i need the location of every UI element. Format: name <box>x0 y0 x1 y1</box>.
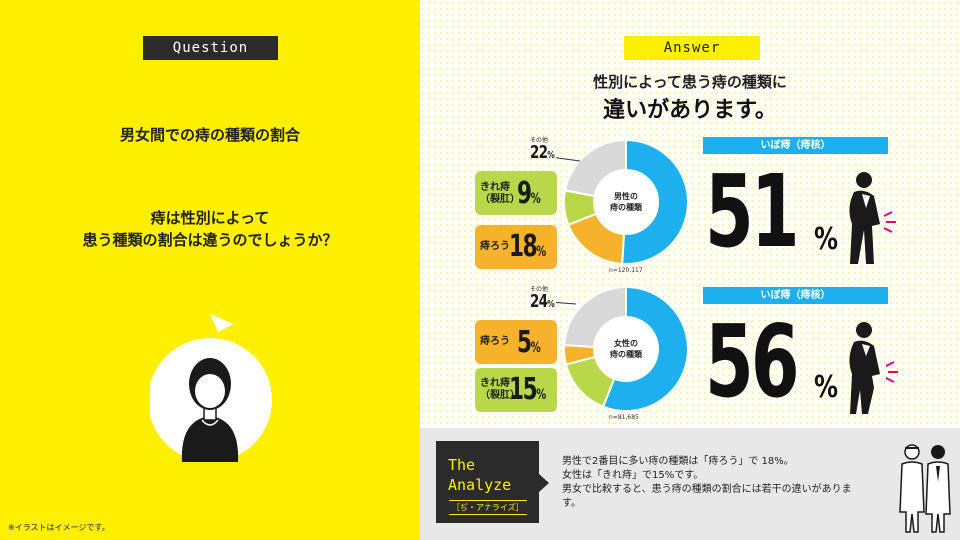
male-jirou-label: 痔ろう <box>480 241 510 252</box>
question-body: 痔は性別によって 患う種類の割合は違うのでしょうか？ <box>0 207 420 251</box>
male-kire-label-line: きれ痔 <box>480 182 510 193</box>
footnote: ※イラストはイメージです。 <box>8 523 110 532</box>
female-kire-box <box>475 368 557 412</box>
female-other-leader <box>556 301 577 305</box>
female-other-value: 24% <box>530 291 555 312</box>
male-kire-value: 9% <box>517 176 541 211</box>
analyze-title-line: The <box>448 456 476 474</box>
answer-line-1: 性別によって患う痔の種類に <box>593 73 787 91</box>
female-donut-chart <box>556 285 689 412</box>
analyze-line: 女性は「きれ痔」で15%です。 <box>562 470 704 481</box>
female-ibo-bar: いぼ痔（痔核） <box>703 287 888 304</box>
male-donut-slice-0 <box>621 138 689 265</box>
answer-line-2: 違いがあります。 <box>603 98 777 123</box>
male-other-label: その他 <box>530 137 549 144</box>
male-jirou-box <box>475 225 557 269</box>
man-pain-illustration <box>849 172 896 264</box>
male-ibo-value: 51 <box>705 153 800 270</box>
woman-illustration <box>150 314 272 462</box>
question-body-line: 患う種類の割合は違うのでしょうか？ <box>82 231 338 249</box>
male-ibo-percent: % <box>814 222 839 257</box>
question-tag: Question <box>143 36 278 60</box>
analyze-line: 男女で比較すると、患う痔の種類の割合には若干の違いがありま <box>562 484 852 495</box>
male-donut-chart <box>556 138 689 265</box>
male-kire-label: きれ痔 （裂肛） <box>480 182 520 206</box>
female-jirou-box <box>475 320 557 364</box>
male-kire-box <box>475 171 557 215</box>
question-title: 男女間での痔の種類の割合 <box>119 126 300 144</box>
analyze-title: The Analyze <box>448 455 511 495</box>
female-jirou-label: 痔ろう <box>480 336 510 347</box>
male-n: n=120,117 <box>609 267 643 274</box>
female-donut-slice-3 <box>563 285 627 349</box>
female-donut-center-line: 女性の <box>614 339 638 348</box>
analyze-line: す。 <box>562 498 581 509</box>
male-donut-hole <box>595 171 657 233</box>
female-kire-value: 15% <box>509 372 547 407</box>
woman-pain-illustration <box>849 322 898 414</box>
female-jirou-value: 5% <box>517 325 541 360</box>
female-donut-hole <box>595 318 657 380</box>
female-kire-label: きれ痔 （裂肛） <box>480 378 520 402</box>
male-other-leader <box>556 157 581 162</box>
analyze-text: 男性で2番目に多い痔の種類は「痔ろう」で 18%。 女性は「きれ痔」で15%です… <box>562 455 892 511</box>
analyze-subtitle: ［ぢ・アナライズ］ <box>449 500 527 515</box>
question-body-line: 痔は性別によって <box>150 209 270 227</box>
answer-tag: Answer <box>624 36 760 60</box>
female-other-label: その他 <box>530 286 549 293</box>
male-donut-center-line: 痔の種類 <box>610 203 642 212</box>
female-kire-label-line: きれ痔 <box>480 378 510 389</box>
male-jirou-value: 18% <box>509 229 547 264</box>
female-kire-label-line: （裂肛） <box>480 390 520 401</box>
male-donut-slice-3 <box>563 138 627 198</box>
male-other-value: 22% <box>530 142 555 163</box>
female-ibo-percent: % <box>814 370 839 405</box>
analyze-line: 男性で2番目に多い痔の種類は「痔ろう」で 18%。 <box>562 456 794 467</box>
analyze-arrow <box>539 474 549 492</box>
male-donut-center: 男性の 痔の種類 <box>596 191 656 213</box>
female-ibo-value: 56 <box>705 303 800 420</box>
doctors-illustration <box>899 444 951 533</box>
female-donut-center: 女性の 痔の種類 <box>596 338 656 360</box>
male-donut-center-line: 男性の <box>614 192 638 201</box>
analyze-title-box <box>436 441 539 523</box>
female-n: n=81,685 <box>609 414 639 421</box>
male-ibo-bar: いぼ痔（痔核） <box>703 137 888 154</box>
analyze-title-line: Analyze <box>448 476 512 494</box>
male-kire-label-line: （裂肛） <box>480 194 520 205</box>
female-donut-slice-0 <box>601 285 689 412</box>
female-donut-center-line: 痔の種類 <box>610 350 642 359</box>
